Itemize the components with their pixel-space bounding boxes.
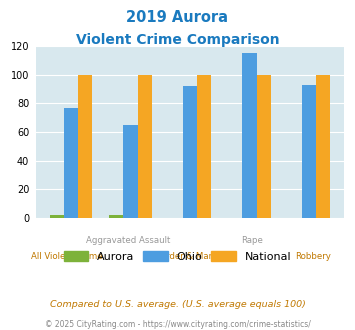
Bar [109, 215, 123, 218]
Bar [183, 86, 197, 218]
Text: Compared to U.S. average. (U.S. average equals 100): Compared to U.S. average. (U.S. average … [50, 300, 305, 309]
Bar [138, 75, 152, 218]
Text: Aggravated Assault: Aggravated Assault [86, 236, 170, 245]
Bar [64, 108, 78, 218]
Bar [257, 75, 271, 218]
Text: © 2025 CityRating.com - https://www.cityrating.com/crime-statistics/: © 2025 CityRating.com - https://www.city… [45, 320, 310, 329]
Bar [50, 215, 64, 218]
Bar [78, 75, 92, 218]
Bar [316, 75, 330, 218]
Bar [123, 125, 138, 218]
Text: 2019 Aurora: 2019 Aurora [126, 10, 229, 25]
Text: Robbery: Robbery [295, 252, 332, 261]
Legend: Aurora, Ohio, National: Aurora, Ohio, National [59, 247, 296, 267]
Bar [302, 85, 316, 218]
Text: Murder & Mans...: Murder & Mans... [153, 252, 227, 261]
Text: Violent Crime Comparison: Violent Crime Comparison [76, 33, 279, 47]
Text: All Violent Crime: All Violent Crime [31, 252, 102, 261]
Bar [242, 53, 257, 218]
Text: Rape: Rape [241, 236, 263, 245]
Bar [197, 75, 211, 218]
